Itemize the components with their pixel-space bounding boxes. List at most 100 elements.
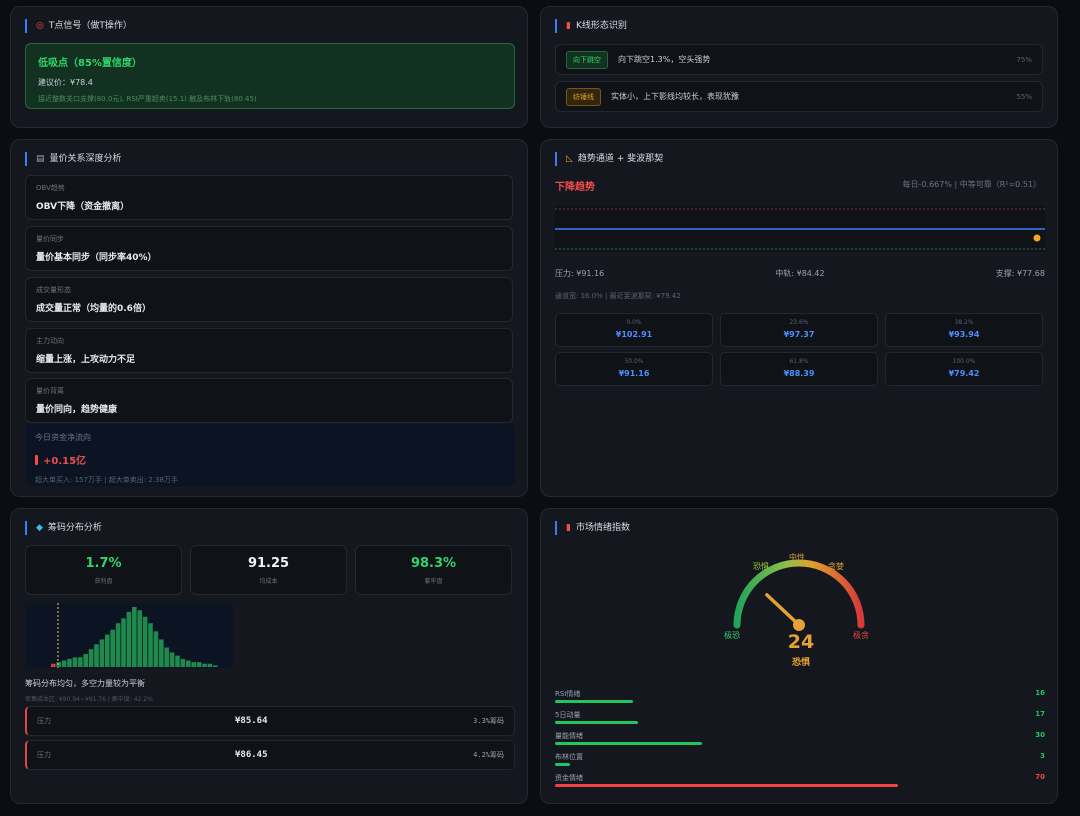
pattern-desc: 向下跳空1.3%，空头强势 — [618, 54, 1016, 65]
sentiment-bar — [555, 763, 570, 766]
chip-card: ◆ 筹码分布分析 1.7% 获利盘 91.25 均成本 98.3% 套牢盘 筹码… — [10, 508, 528, 804]
bar-chart-icon: ▤ — [36, 152, 45, 166]
stat-label: 获利盘 — [26, 576, 181, 585]
sentiment-row-volume: 量能情绪 30 — [555, 731, 1045, 751]
gauge-label-fear: 恐惧 — [753, 561, 769, 571]
chip-bar — [137, 610, 142, 667]
trend-channel-chart — [555, 206, 1045, 252]
stat-value: 91.25 — [191, 556, 346, 571]
pattern-confidence: 75% — [1016, 56, 1032, 64]
chip-bar — [208, 664, 213, 667]
resistance-level: 压力: ¥91.16 — [555, 268, 604, 279]
sentiment-bar — [555, 721, 638, 724]
k-pattern-card: ▮ K线形态识别 向下跳空 向下跳空1.3%，空头强势 75% 纺锤线 实体小，… — [540, 6, 1058, 128]
diamond-icon: ◆ — [36, 521, 43, 535]
trend-meta: 每日-0.667% | 中等可靠（R²=0.51） — [903, 179, 1041, 190]
chip-bar — [175, 656, 180, 667]
pressure-pct: 3.3%筹码 — [473, 716, 504, 726]
pattern-confidence: 55% — [1016, 93, 1032, 101]
signal-headline: 低吸点（85%置信度） — [38, 54, 502, 69]
chip-bar — [148, 623, 153, 667]
vp-item-sync[interactable]: 量价同步 量价基本同步（同步率40%） — [25, 226, 513, 271]
sentiment-level: 恐惧 — [721, 655, 881, 668]
chip-bar — [202, 664, 207, 667]
chip-bar — [51, 664, 56, 667]
chip-bar — [100, 639, 105, 667]
sentiment-bar — [555, 700, 633, 703]
signal-detail: 接近整数关口支撑(80.0元), RSI严重超卖(15.1) 触及布林下轨(80… — [38, 94, 502, 104]
chip-bar — [132, 607, 137, 667]
fund-flow-title: 今日资金净流向 — [35, 432, 505, 443]
pattern-tag: 纺锤线 — [566, 88, 601, 106]
chip-bar — [159, 639, 164, 667]
target-icon: ◎ — [36, 19, 44, 33]
sentiment-bar — [555, 784, 898, 787]
support-level: 支撑: ¥77.68 — [996, 268, 1045, 279]
chip-bar — [110, 630, 115, 667]
chip-bar — [170, 652, 175, 667]
vp-item-volume-shape[interactable]: 成交量形态 成交量正常（均量的0.6倍） — [25, 277, 513, 322]
t-signal-title: ◎ T点信号（做T操作） — [25, 19, 132, 33]
sentiment-card: ▮ 市场情绪指数 极恐 恐惧 中性 贪婪 极贪 24 恐惧 RSI情绪 16 5… — [540, 508, 1058, 804]
k-pattern-title: ▮ K线形态识别 — [555, 19, 627, 33]
avg-cost-stat: 91.25 均成本 — [190, 545, 347, 595]
chip-bar — [62, 661, 67, 667]
chip-bar — [213, 665, 218, 667]
gauge-label-greed: 贪婪 — [828, 561, 844, 571]
stat-value: 1.7% — [26, 556, 181, 571]
candlestick-icon: ▮ — [566, 19, 571, 33]
pattern-desc: 实体小，上下影线均较长，表现犹豫 — [611, 91, 1016, 102]
pressure-row[interactable]: 压力 ¥86.45 4.2%筹码 — [25, 740, 515, 770]
pressure-row[interactable]: 压力 ¥85.64 3.3%筹码 — [25, 706, 515, 736]
gauge-label-neutral: 中性 — [789, 552, 805, 562]
chip-bar — [127, 612, 132, 667]
trend-card: ◺ 趋势通道 + 斐波那契 下降趋势 每日-0.667% | 中等可靠（R²=0… — [540, 139, 1058, 497]
chip-bar — [78, 657, 83, 667]
channel-note: 通道宽: 16.0% | 最近斐波那契: ¥79.42 — [555, 291, 681, 301]
fib-cell[interactable]: 38.2% ¥93.94 — [885, 313, 1043, 347]
sentiment-row-momentum: 5日动量 17 — [555, 710, 1045, 730]
pressure-label: 压力 — [37, 750, 235, 760]
pressure-price: ¥85.64 — [235, 716, 473, 726]
chip-bar — [116, 623, 121, 667]
chip-histogram — [25, 603, 233, 668]
pattern-tag: 向下跳空 — [566, 51, 608, 69]
thermometer-icon: ▮ — [566, 521, 571, 535]
chip-bar — [94, 644, 99, 667]
vp-item-divergence[interactable]: 量价背离 量价同向，趋势健康 — [25, 378, 513, 423]
pattern-row[interactable]: 向下跳空 向下跳空1.3%，空头强势 75% — [555, 44, 1043, 75]
fib-cell[interactable]: 61.8% ¥88.39 — [720, 352, 878, 386]
vp-item-obv[interactable]: OBV趋势 OBV下降（资金撤离） — [25, 175, 513, 220]
fund-flow-box: 今日资金净流向 +0.15亿 超大单买入: 157万手 | 超大单卖出: 2.3… — [25, 424, 515, 486]
fib-cell[interactable]: 23.6% ¥97.37 — [720, 313, 878, 347]
volume-price-card: ▤ 量价关系深度分析 OBV趋势 OBV下降（资金撤离） 量价同步 量价基本同步… — [10, 139, 528, 497]
chip-sub: 密集成本区: ¥90.94~¥91.76 | 集中度: 42.2% — [25, 694, 153, 703]
trend-title: ◺ 趋势通道 + 斐波那契 — [555, 152, 663, 166]
chip-bar — [121, 618, 126, 667]
fund-flow-detail: 超大单买入: 157万手 | 超大单卖出: 2.38万手 — [35, 475, 505, 485]
chip-bar — [197, 662, 202, 667]
pressure-pct: 4.2%筹码 — [473, 750, 504, 760]
sentiment-score: 24 — [721, 631, 881, 653]
sentiment-bar — [555, 742, 702, 745]
vp-item-main-force[interactable]: 主力动向 缩量上涨，上攻动力不足 — [25, 328, 513, 373]
ruler-icon: ◺ — [566, 152, 573, 166]
trapped-ratio-stat: 98.3% 套牢盘 — [355, 545, 512, 595]
pattern-row[interactable]: 纺锤线 实体小，上下影线均较长，表现犹豫 55% — [555, 81, 1043, 112]
signal-box[interactable]: 低吸点（85%置信度） 建议价：¥78.4 接近整数关口支撑(80.0元), R… — [25, 43, 515, 109]
sentiment-title: ▮ 市场情绪指数 — [555, 521, 630, 535]
chip-bar — [164, 648, 169, 667]
chip-title: ◆ 筹码分布分析 — [25, 521, 102, 535]
volume-price-title: ▤ 量价关系深度分析 — [25, 152, 122, 166]
pressure-label: 压力 — [37, 716, 235, 726]
fund-flow-value: +0.15亿 — [35, 452, 505, 467]
pressure-price: ¥86.45 — [235, 750, 473, 760]
fib-cell[interactable]: 0.0% ¥102.91 — [555, 313, 713, 347]
fib-cell[interactable]: 50.0% ¥91.16 — [555, 352, 713, 386]
middle-level: 中轨: ¥84.42 — [775, 268, 824, 279]
chip-bar — [154, 631, 159, 667]
chip-bar — [191, 662, 196, 667]
fib-cell[interactable]: 100.0% ¥79.42 — [885, 352, 1043, 386]
chip-bar — [73, 657, 78, 667]
t-signal-card: ◎ T点信号（做T操作） 低吸点（85%置信度） 建议价：¥78.4 接近整数关… — [10, 6, 528, 128]
